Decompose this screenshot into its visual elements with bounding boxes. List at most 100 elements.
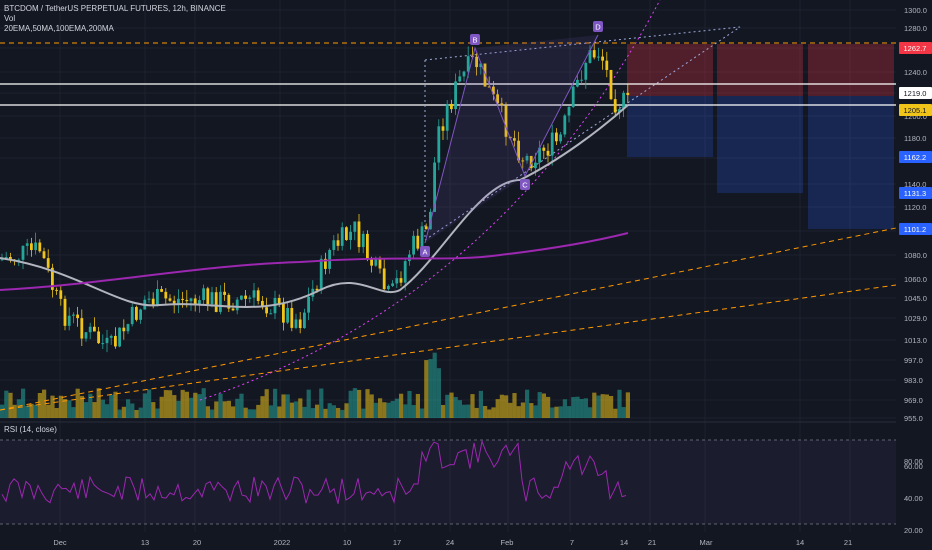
price-tag-label: 1131.3 — [904, 189, 926, 198]
volume-bar — [201, 388, 206, 418]
volume-bar — [243, 407, 248, 418]
candle-body — [130, 306, 134, 325]
candle-body — [462, 71, 466, 77]
candle-body — [181, 298, 184, 300]
candle-body — [256, 290, 260, 301]
candle-body — [366, 233, 369, 259]
price-axis-label: 955.0 — [904, 414, 923, 423]
volume-bar — [113, 391, 118, 418]
volume-bar — [466, 404, 471, 418]
volume-bar — [25, 405, 30, 418]
candle-body — [332, 240, 336, 250]
candle-body — [382, 268, 386, 290]
volume-bar — [571, 397, 576, 418]
volume-label[interactable]: Vol — [4, 14, 16, 23]
volume-bar — [520, 402, 525, 418]
volume-bar — [126, 399, 131, 418]
candle-body — [521, 160, 525, 162]
volume-bar — [340, 409, 345, 418]
candle-body — [319, 258, 323, 291]
volume-bar — [323, 408, 328, 418]
time-axis-label: 17 — [393, 538, 401, 547]
candle-body — [193, 298, 197, 304]
candle-body — [189, 298, 193, 302]
candle-body — [139, 309, 142, 320]
volume-bar — [558, 406, 563, 418]
candle-body — [38, 242, 42, 252]
candle-body — [496, 94, 499, 104]
candle-body — [555, 132, 558, 142]
rsi-label[interactable]: RSI (14, close) — [4, 425, 57, 434]
trend-line — [0, 284, 897, 411]
volume-bar — [193, 392, 198, 418]
volume-bar — [504, 395, 509, 418]
volume-bar — [453, 397, 458, 418]
candle-body — [109, 335, 113, 338]
time-axis-label: 21 — [648, 538, 656, 547]
candle-body — [584, 62, 588, 80]
volume-bar — [537, 392, 542, 418]
target-zone — [717, 96, 803, 193]
volume-bar — [92, 402, 97, 418]
volume-bar — [365, 389, 370, 418]
candle-body — [513, 138, 516, 141]
volume-bar — [96, 388, 101, 418]
candle-body — [118, 327, 121, 347]
candle-body — [588, 50, 592, 63]
volume-bar — [554, 406, 559, 418]
volume-bar — [462, 404, 467, 418]
symbol-title[interactable]: BTCDOM / TetherUS PERPETUAL FUTURES, 12h… — [4, 4, 226, 13]
candle-body — [597, 56, 600, 58]
volume-bar — [42, 389, 47, 418]
abcd-pattern: A B C D — [420, 21, 603, 257]
price-tag — [899, 104, 932, 116]
volume-bar — [37, 392, 42, 418]
candle-body — [475, 56, 478, 68]
time-axis-label: 24 — [446, 538, 454, 547]
candle-body — [454, 81, 457, 110]
ma-label[interactable]: 20EMA,50MA,100EMA,200MA — [4, 24, 114, 33]
candle-body — [9, 256, 12, 260]
volume-bar — [180, 389, 185, 418]
pattern-point-badge — [520, 179, 530, 190]
volume-bar — [16, 399, 21, 418]
candle-body — [567, 107, 571, 116]
time-axis-label: Feb — [501, 538, 514, 547]
ma-200 — [0, 232, 629, 291]
candle-body — [185, 299, 189, 302]
volume-bar — [88, 393, 93, 418]
candle-body — [504, 105, 508, 137]
rsi-panel — [0, 439, 896, 525]
chart-legend: BTCDOM / TetherUS PERPETUAL FUTURES, 12h… — [4, 4, 226, 34]
volume-bar — [105, 404, 110, 418]
volume-bar — [487, 409, 492, 418]
volume-bar — [529, 403, 534, 418]
volume-bar — [46, 404, 51, 418]
candle-body — [214, 292, 218, 312]
volume-bar — [470, 394, 475, 418]
price-axis-label: 969.0 — [904, 396, 923, 405]
candle-body — [88, 326, 92, 333]
candle-body — [433, 162, 436, 212]
price-tag-label: 1101.2 — [904, 225, 926, 234]
candle-body — [72, 314, 75, 316]
volume-bar — [382, 402, 387, 418]
volume-bar — [54, 408, 59, 418]
candle-body — [0, 259, 4, 261]
volume-bar — [336, 407, 341, 418]
time-axis-label: 14 — [620, 538, 628, 547]
volume-bar — [596, 395, 601, 418]
volume-bar — [613, 408, 618, 418]
candle-body — [219, 291, 222, 312]
candle-body — [374, 258, 378, 266]
candle-body — [370, 258, 373, 266]
volume-bar — [247, 409, 252, 418]
rsi-axis-label: 40.00 — [904, 494, 923, 503]
candle-body — [416, 235, 420, 249]
price-axis-label: 1060.0 — [904, 275, 927, 284]
target-zone — [627, 96, 713, 157]
candle-body — [67, 315, 71, 326]
candle-body — [458, 76, 462, 82]
candle-body — [93, 326, 96, 332]
